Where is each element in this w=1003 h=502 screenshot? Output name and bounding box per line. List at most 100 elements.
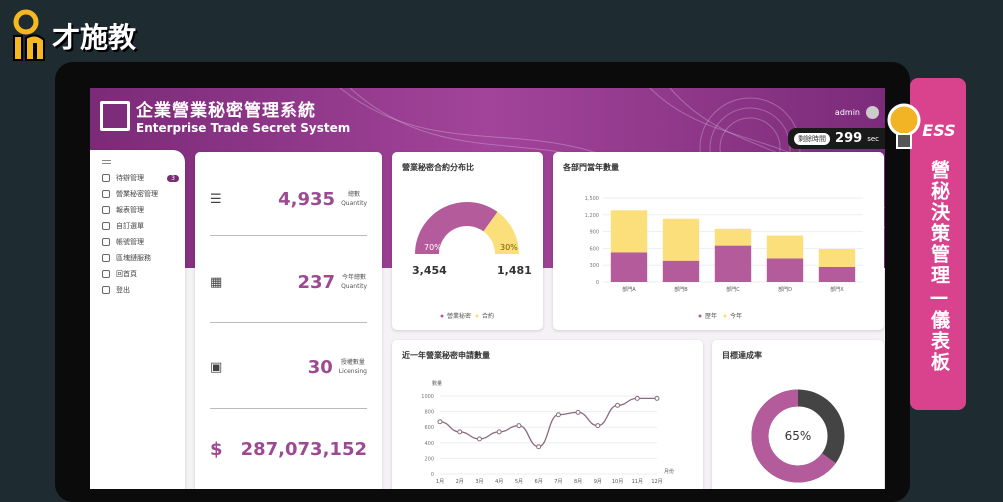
stat-year: ▦ 237 今年總數 Quantity: [210, 250, 367, 315]
data-point: [536, 444, 542, 450]
logo-text: 才施教: [52, 21, 137, 54]
x-tick-label: 部門C: [726, 286, 740, 293]
x-tick-label: 部門B: [674, 286, 688, 293]
legend-marker: [475, 314, 479, 318]
data-point: [437, 419, 443, 425]
sidebar-item[interactable]: 登出: [90, 282, 185, 298]
brand-logo: 才施教: [8, 8, 136, 64]
legend-marker: [440, 314, 444, 318]
session-timer: 剩餘時間 299 sec: [788, 128, 885, 149]
y-tick-label: 800: [424, 410, 434, 416]
bar: [662, 218, 700, 261]
certificate-icon: ▣: [210, 360, 223, 375]
divider: [210, 322, 367, 323]
bar: [714, 228, 752, 246]
bar: [714, 245, 752, 282]
y-tick-label: 200: [424, 456, 434, 462]
badge: 3: [167, 174, 179, 182]
data-point: [634, 395, 640, 401]
gear-icon: [102, 238, 110, 246]
x-tick-label: 8月: [574, 479, 582, 485]
x-axis-label: 月份: [664, 468, 674, 475]
x-tick-label: 部門A: [622, 286, 636, 293]
data-point: [555, 412, 561, 418]
avatar[interactable]: [866, 106, 879, 119]
bar: [610, 252, 648, 282]
x-tick-label: 部門X: [830, 286, 844, 293]
gauge-segment: [483, 211, 519, 254]
data-point: [615, 402, 621, 408]
legend-label: 歷年: [705, 312, 717, 320]
x-tick-label: 3月: [475, 479, 483, 485]
x-tick-label: 2月: [456, 479, 464, 485]
sidebar-item[interactable]: 區塊鏈服務: [90, 250, 185, 266]
menu-icon: [102, 222, 110, 230]
x-tick-label: 6月: [535, 479, 543, 485]
hamburger-icon[interactable]: [102, 160, 111, 164]
stat-licensing: ▣ 30 授權數量 Licensing: [210, 335, 367, 400]
stat-value: 30: [307, 357, 333, 378]
timer-unit: sec: [867, 134, 879, 143]
center-label: 65%: [785, 429, 812, 443]
calendar-icon: ▦: [210, 275, 223, 290]
inbox-icon: [102, 174, 110, 182]
data-point: [575, 409, 581, 415]
sidebar-item-label: 區塊鏈服務: [116, 254, 151, 262]
donut-achieved: [751, 389, 845, 483]
sidebar: 待辦管理 3 營業秘密管理 報表管理 自訂選單 帳號管理區塊鏈服務回首頁登出: [90, 150, 185, 489]
stat-label: 授權數量 Licensing: [338, 359, 367, 375]
goal-donut-chart: 65%: [751, 389, 845, 483]
department-card: 各部門當年數量 0 300 600 900 1,200 1,500 部門A 部門B 部門C 部門D…: [553, 152, 884, 330]
bar: [818, 248, 856, 267]
brand: 企業營業秘密管理系統 Enterprise Trade Secret Syste…: [100, 96, 350, 135]
y-tick-label: 400: [424, 441, 434, 447]
x-tick-label: 11月: [632, 479, 643, 485]
stat-value: 237: [297, 272, 336, 293]
logo-mark-icon: [13, 9, 45, 61]
legend-marker: [723, 314, 727, 318]
sidebar-item[interactable]: 帳號管理: [90, 234, 185, 250]
timer-value: 299: [835, 131, 863, 146]
sidebar-item[interactable]: 回首頁: [90, 266, 185, 282]
data-point: [476, 436, 482, 442]
x-tick-label: 10月: [612, 479, 623, 485]
lock-icon: [102, 190, 110, 198]
series-line: [439, 397, 657, 448]
user-menu[interactable]: admin: [835, 106, 879, 119]
y-tick-label: 300: [589, 263, 599, 269]
data-point: [654, 395, 660, 401]
logout-icon: [102, 286, 110, 294]
legend-label: 合約: [482, 312, 494, 320]
y-tick-label: 1,200: [585, 213, 599, 219]
x-tick-label: 9月: [594, 479, 602, 485]
sidebar-item[interactable]: 自訂選單: [90, 218, 185, 234]
clipboard-icon: [102, 206, 110, 214]
home-icon: [102, 270, 110, 278]
sidebar-item-label: 回首頁: [116, 270, 137, 278]
sidebar-item[interactable]: 報表管理: [90, 202, 185, 218]
x-tick-label: 4月: [495, 479, 503, 485]
card-title: 近一年營業秘密申請數量: [402, 351, 490, 360]
x-tick-label: 12月: [651, 479, 662, 485]
stat-amount: $ 287,073,152: [210, 417, 367, 482]
card-title: 營業秘密合約分布比: [402, 163, 474, 172]
percent-label: 30%: [500, 243, 518, 252]
gauge-segment: [415, 202, 498, 254]
bar: [610, 210, 648, 253]
sidebar-item[interactable]: 待辦管理 3: [90, 170, 185, 186]
lightbulb-icon: [887, 103, 921, 149]
x-tick-label: 部門D: [778, 286, 792, 293]
bar: [766, 235, 804, 259]
stat-value: 4,935: [278, 189, 336, 210]
blockchain-icon: [102, 254, 110, 262]
stack-icon: ☰: [210, 192, 222, 207]
distribution-gauge-chart: 70% 30% 3,454 1,481 營業秘密 合約: [412, 202, 532, 320]
side-banner: [910, 78, 966, 410]
y-tick-label: 1000: [421, 394, 434, 400]
contract-distribution-card: 營業秘密合約分布比 70% 30% 3,454 1,481 營業秘密 合約: [392, 152, 543, 330]
sidebar-item[interactable]: 營業秘密管理: [90, 186, 185, 202]
data-point: [457, 429, 463, 435]
brand-icon: [100, 100, 130, 131]
y-tick-label: 600: [589, 246, 599, 252]
